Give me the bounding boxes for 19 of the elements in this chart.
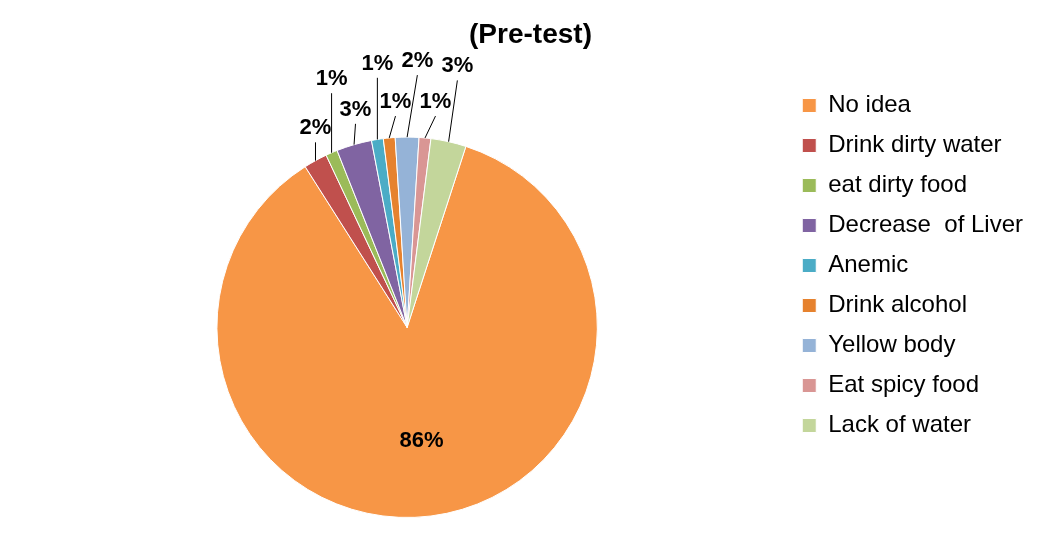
data-label: 3% xyxy=(441,52,474,78)
legend-label: No idea xyxy=(828,90,912,118)
legend-label: eat dirty food xyxy=(828,170,967,198)
legend-label: Lack of water xyxy=(828,410,971,438)
data-label: 1% xyxy=(379,88,412,114)
data-label: 1% xyxy=(419,88,452,114)
data-label: 1% xyxy=(315,65,348,91)
legend-label: Drink alcohol xyxy=(828,290,967,318)
legend-label: Eat spicy food xyxy=(828,370,979,398)
data-label: 86% xyxy=(399,426,444,452)
data-label: 2% xyxy=(299,114,332,140)
data-label: 1% xyxy=(361,49,394,75)
legend-label: Yellow body xyxy=(828,330,956,358)
legend-label: Drink dirty water xyxy=(828,130,1002,158)
data-label: 3% xyxy=(339,95,372,121)
legend-label: Anemic xyxy=(828,250,909,278)
data-label: 2% xyxy=(401,47,434,73)
legend-label: Decrease of Liver xyxy=(828,210,1024,238)
chart-title: (Pre-test) xyxy=(469,17,592,49)
